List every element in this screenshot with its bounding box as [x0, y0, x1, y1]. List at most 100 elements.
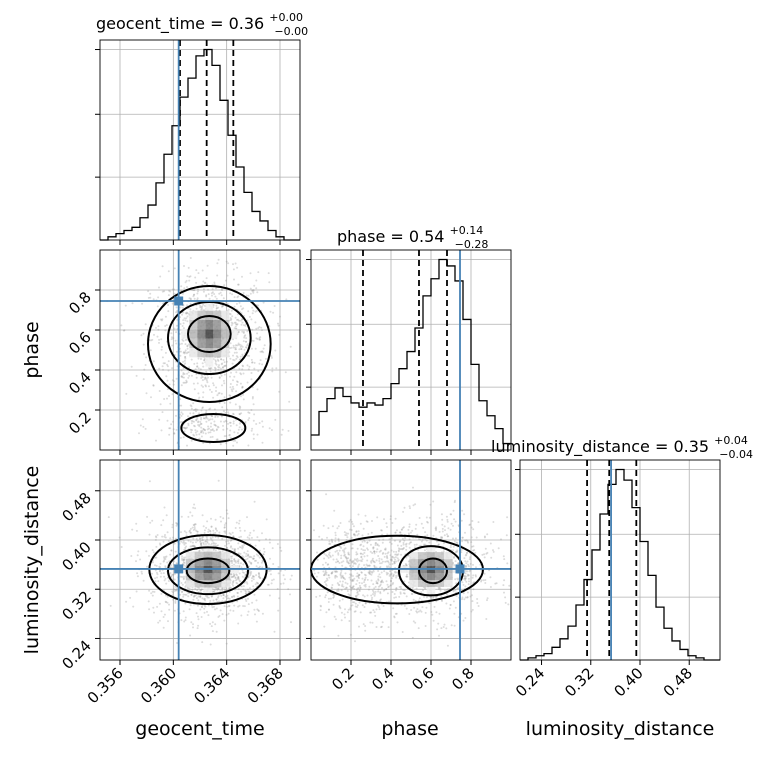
sample-point [393, 596, 396, 599]
sample-point [167, 304, 170, 306]
sample-point [220, 358, 223, 361]
sample-point [232, 358, 235, 361]
sample-point [471, 545, 473, 548]
sample-point [217, 306, 220, 309]
sample-point [211, 294, 213, 297]
sample-point [392, 607, 395, 610]
sample-point [319, 609, 322, 612]
sample-point [250, 429, 253, 432]
sample-point [170, 564, 172, 567]
sample-point [261, 329, 263, 332]
sample-point [235, 390, 238, 393]
sample-point [154, 564, 156, 567]
sample-point [200, 431, 202, 434]
sample-point [240, 614, 243, 617]
sample-point [168, 608, 171, 611]
sample-point [325, 611, 328, 614]
sample-point [158, 602, 161, 605]
sample-point [413, 543, 416, 546]
sample-point [217, 258, 220, 261]
sample-point [248, 556, 251, 559]
sample-point [173, 590, 176, 592]
sample-point [446, 644, 449, 647]
sample-point [386, 592, 389, 595]
sample-point [218, 376, 221, 379]
sample-point [379, 583, 382, 586]
sample-point [236, 323, 239, 326]
sample-point [221, 587, 224, 590]
sample-point [431, 613, 434, 616]
sample-point [414, 503, 417, 506]
sample-point [273, 305, 276, 307]
sample-point [380, 529, 383, 532]
sample-point [390, 559, 393, 561]
sample-point [423, 549, 426, 552]
sample-point [188, 275, 191, 278]
sample-point [241, 368, 244, 371]
sample-point [262, 560, 265, 563]
sample-point [237, 578, 240, 581]
sample-point [326, 536, 328, 539]
sample-point [234, 316, 237, 319]
x-tick-label: 0.48 [660, 664, 696, 700]
sample-point [190, 545, 193, 548]
sample-point [220, 415, 223, 418]
sample-point [389, 600, 392, 603]
sample-point [182, 322, 185, 325]
sample-point [245, 294, 248, 297]
sample-point [452, 545, 455, 548]
sample-point [249, 561, 252, 564]
sample-point [338, 606, 341, 609]
sample-point [380, 626, 382, 629]
sample-point [389, 573, 392, 576]
sample-point [338, 549, 341, 552]
sample-point [277, 572, 280, 575]
sample-point [196, 382, 199, 385]
sample-point [193, 545, 196, 548]
density-cell [221, 551, 231, 559]
sample-point [189, 540, 192, 543]
sample-point [193, 524, 196, 527]
sample-point [262, 347, 265, 350]
sample-point [142, 579, 145, 582]
sample-point [393, 562, 396, 565]
sample-point [168, 395, 170, 397]
sample-point [248, 560, 251, 563]
sample-point [461, 509, 464, 512]
sample-point [380, 571, 383, 574]
sample-point [235, 302, 238, 305]
sample-point [241, 330, 244, 333]
sample-point [464, 596, 467, 599]
sample-point [156, 335, 159, 338]
sample-point [254, 321, 257, 324]
sample-point [256, 388, 259, 391]
sample-point [169, 427, 172, 430]
sample-point [475, 536, 478, 539]
sample-point [455, 582, 458, 585]
sample-point [391, 591, 394, 593]
sample-point [183, 558, 186, 561]
sample-point [229, 383, 232, 385]
sample-point [230, 321, 233, 324]
sample-point [181, 576, 184, 578]
sample-point [175, 306, 178, 309]
sample-point [199, 538, 201, 540]
sample-point [449, 528, 452, 531]
sample-point [160, 610, 163, 613]
sample-point [234, 262, 237, 265]
sample-point [384, 560, 387, 563]
truth-marker [455, 564, 465, 574]
sample-point [158, 286, 160, 289]
sample-point [190, 407, 193, 410]
sample-point [461, 581, 464, 584]
sample-point [377, 579, 380, 582]
sample-point [186, 426, 188, 429]
sample-point [232, 412, 235, 415]
sample-point [242, 340, 245, 343]
sample-point [463, 575, 466, 578]
sample-point [366, 541, 369, 544]
sample-point [145, 392, 148, 395]
sample-point [195, 373, 198, 376]
sample-point [205, 536, 208, 539]
sample-point [437, 586, 440, 589]
